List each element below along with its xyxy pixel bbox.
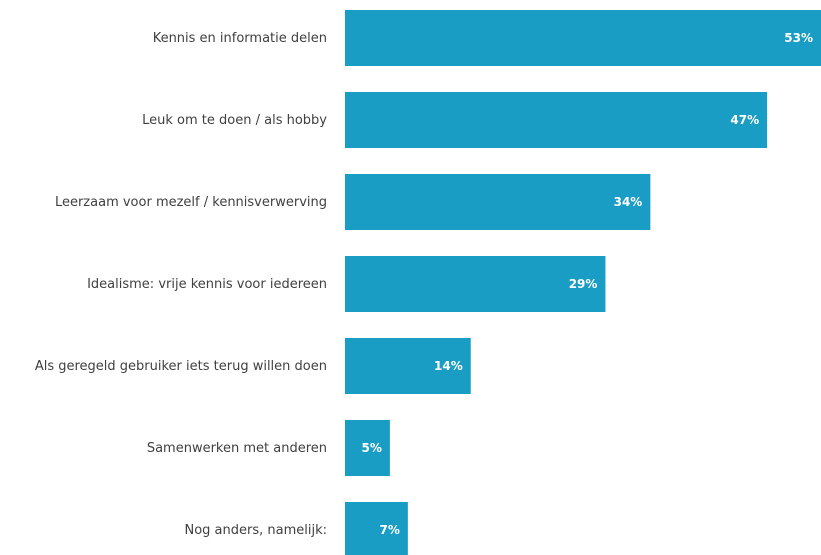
category-label: Nog anders, namelijk: (184, 523, 327, 538)
data-label: 47% (730, 113, 759, 127)
category-label: Leuk om te doen / als hobby (142, 113, 327, 128)
bar (345, 502, 408, 555)
category-labels: Kennis en informatie delen Leuk om te doe… (35, 31, 327, 538)
bar (345, 174, 651, 230)
category-label: Samenwerken met anderen (147, 441, 327, 456)
bar (345, 10, 821, 66)
value-labels: 53% 47% 34% 29% 14% 5% 7% (362, 31, 813, 537)
bar (345, 92, 768, 148)
category-label: Kennis en informatie delen (153, 31, 327, 46)
category-label: Leerzaam voor mezelf / kennisverwerving (55, 195, 327, 210)
data-label: 34% (614, 195, 643, 209)
category-label: Idealisme: vrije kennis voor iedereen (87, 277, 327, 292)
data-label: 7% (379, 523, 399, 537)
bars (345, 10, 821, 555)
category-label: Als geregeld gebruiker iets terug willen… (35, 359, 327, 374)
data-label: 29% (569, 277, 598, 291)
data-label: 14% (434, 359, 463, 373)
bar (345, 256, 606, 312)
data-label: 5% (362, 441, 382, 455)
bar (345, 338, 471, 394)
bar (345, 420, 390, 476)
data-label: 53% (784, 31, 813, 45)
